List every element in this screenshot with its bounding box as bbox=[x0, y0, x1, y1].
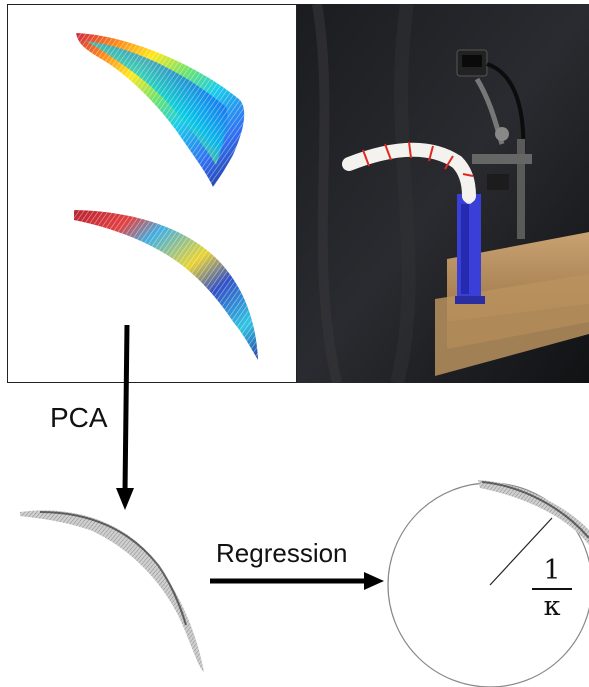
curvature-numerator: 1 bbox=[543, 555, 561, 586]
pca-label: PCA bbox=[50, 402, 108, 433]
curvature-fraction: 1 κ bbox=[530, 556, 574, 622]
robot-photo-drawing bbox=[297, 4, 589, 383]
fraction-bar bbox=[532, 588, 572, 590]
lower-point-cloud bbox=[74, 210, 258, 360]
curvature-denominator: κ bbox=[543, 591, 561, 622]
radius-line bbox=[489, 517, 553, 586]
camera-mount bbox=[456, 49, 532, 239]
cloud-on-circle bbox=[478, 480, 589, 545]
regression-arrow bbox=[210, 572, 384, 590]
point-cloud-panel bbox=[7, 4, 297, 383]
pca-arrow bbox=[116, 324, 134, 510]
robot-base bbox=[455, 194, 485, 304]
regression-label: Regression bbox=[216, 538, 348, 568]
colored-point-cloud-plot bbox=[74, 33, 258, 360]
soft-robot-arm bbox=[342, 141, 476, 203]
upper-point-cloud bbox=[76, 33, 245, 187]
robot-photo bbox=[297, 4, 589, 383]
projected-point-cloud bbox=[20, 510, 204, 672]
fitted-circle bbox=[387, 480, 589, 687]
